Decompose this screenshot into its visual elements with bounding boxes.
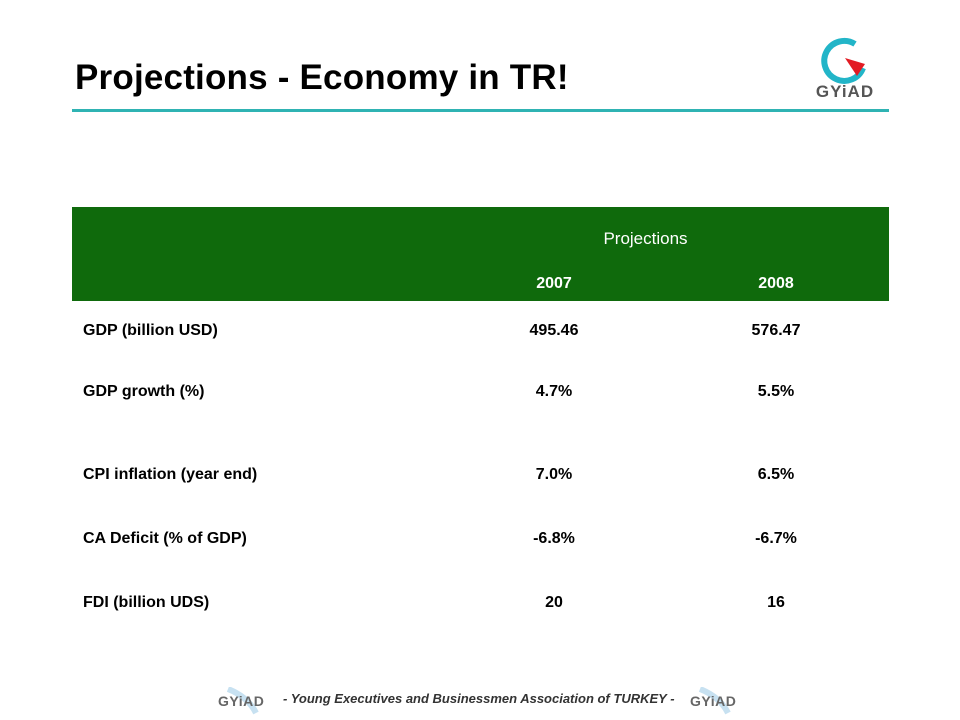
footer-logo-left: GYiAD	[218, 687, 264, 715]
projections-header: Projections	[603, 229, 688, 248]
footer-logo-right: GYiAD	[690, 687, 736, 715]
footer-swirl-icon	[698, 687, 731, 715]
logo-text: GYiAD	[815, 82, 875, 101]
row-label: FDI (billion UDS)	[83, 594, 210, 611]
year-2007-header: 2007	[536, 275, 572, 292]
value-2008: -6.7%	[755, 530, 797, 547]
row-label: GDP growth (%)	[83, 383, 205, 400]
projections-table: Projections 2007 2008 GDP (billion USD) …	[72, 207, 889, 611]
value-2008: 16	[767, 594, 785, 611]
value-2007: 20	[545, 594, 563, 611]
table-header: Projections 2007 2008	[72, 207, 889, 301]
value-2007: -6.8%	[533, 530, 575, 547]
value-2008: 6.5%	[757, 466, 795, 483]
footer-swirl-icon	[226, 687, 259, 715]
gyiad-logo: GYiAD	[795, 30, 895, 110]
value-2008: 5.5%	[757, 383, 795, 400]
value-2007: 7.0%	[535, 466, 573, 483]
row-label: CPI inflation (year end)	[83, 466, 258, 483]
logo-swirl-icon	[821, 37, 866, 84]
footer-text: - Young Executives and Businessmen Assoc…	[283, 691, 675, 706]
page-title: Projections - Economy in TR!	[75, 58, 569, 97]
row-label: GDP (billion USD)	[83, 322, 218, 339]
value-2008: 576.47	[751, 322, 801, 339]
row-label: CA Deficit (% of GDP)	[83, 530, 247, 547]
year-2008-header: 2008	[758, 275, 794, 292]
value-2007: 4.7%	[535, 383, 573, 400]
footer: GYiAD - Young Executives and Businessmen…	[0, 687, 960, 718]
title-divider	[72, 109, 889, 112]
value-2007: 495.46	[529, 322, 579, 339]
